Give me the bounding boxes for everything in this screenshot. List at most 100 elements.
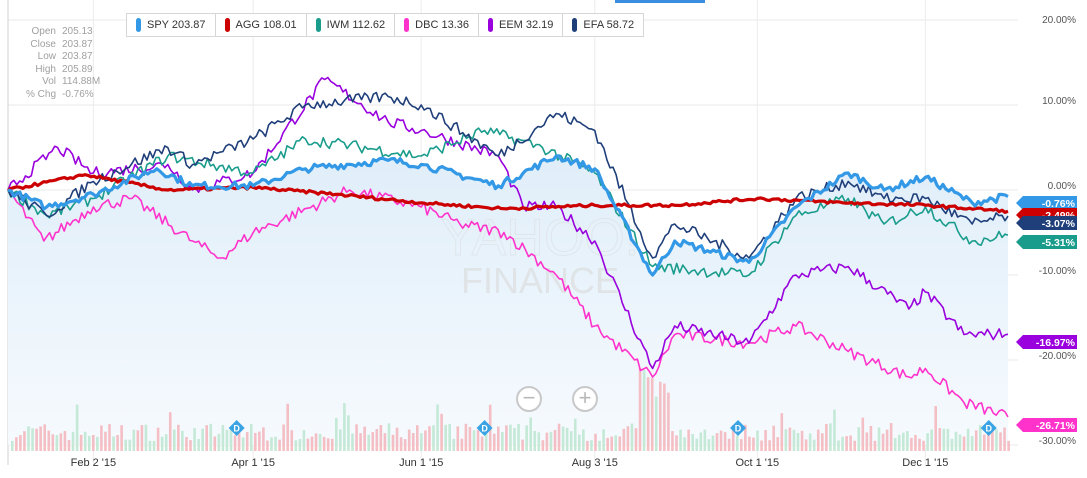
volume-bar	[509, 424, 512, 451]
volume-bar	[428, 426, 431, 451]
final-label-eem: -16.97%	[1016, 335, 1077, 349]
volume-bar	[83, 431, 87, 451]
volume-bar	[233, 435, 237, 451]
volume-bar	[565, 427, 569, 451]
ohlc-row: % Chg -0.76%	[14, 89, 100, 102]
volume-bar	[47, 430, 51, 451]
y-tick-label: 0.00%	[1048, 181, 1076, 192]
volume-bar	[39, 426, 42, 451]
volume-bar	[541, 440, 545, 451]
volume-bar	[11, 440, 14, 451]
ohlc-label: Close	[30, 38, 56, 50]
y-tick-label: -20.00%	[1039, 351, 1076, 362]
dividend-marker[interactable]: D	[476, 420, 493, 436]
volume-bar	[634, 428, 638, 451]
volume-bar	[679, 429, 682, 451]
volume-bar	[201, 428, 204, 451]
series-line-iwm	[7, 127, 1009, 278]
volume-bar	[906, 431, 909, 451]
volume-bar	[359, 433, 362, 451]
volume-bar	[983, 434, 986, 451]
volume-bar	[926, 433, 929, 451]
volume-bar	[760, 440, 763, 451]
volume-bar	[318, 433, 322, 451]
ohlc-row: High 205.89	[14, 64, 100, 77]
volume-bar	[217, 433, 221, 451]
legend-item[interactable]: EEM 32.19	[477, 13, 564, 37]
volume-bar	[529, 417, 532, 451]
volume-bar	[241, 437, 245, 451]
volume-bar	[432, 425, 435, 451]
volume-bar	[687, 429, 690, 451]
volume-bar	[298, 439, 302, 451]
volume-bar	[586, 440, 589, 451]
volume-bar	[92, 435, 95, 451]
volume-bar	[553, 429, 557, 451]
volume-bar	[136, 430, 140, 451]
legend-text: EFA 58.72	[583, 19, 635, 31]
volume-bar	[164, 434, 168, 451]
active-tab-indicator	[615, 0, 705, 3]
volume-bar	[881, 433, 885, 451]
legend-item[interactable]: AGG 108.01	[214, 13, 307, 37]
volume-bar	[642, 370, 646, 451]
volume-bar	[545, 432, 549, 451]
volume-bar	[857, 427, 861, 451]
volume-bar	[258, 431, 261, 451]
zoom-out-button[interactable]: −	[516, 386, 542, 412]
volume-bar	[938, 428, 942, 451]
final-label-text: -3.07%	[1042, 218, 1076, 230]
volume-bar	[379, 425, 383, 451]
legend-item[interactable]: EFA 58.72	[562, 13, 645, 37]
legend-swatch	[572, 18, 578, 32]
volume-bar	[420, 433, 423, 451]
volume-bar	[958, 434, 962, 451]
x-tick-label: Apr 1 '15	[231, 457, 275, 469]
volume-bar	[31, 428, 34, 451]
volume-bar	[659, 381, 662, 451]
legend-item[interactable]: DBC 13.36	[394, 13, 479, 37]
legend-item[interactable]: SPY 203.87	[126, 13, 216, 37]
dividend-marker[interactable]: D	[228, 420, 245, 436]
dividend-marker[interactable]: D	[730, 420, 747, 436]
volume-bar	[626, 426, 630, 451]
volume-bar	[622, 428, 626, 451]
volume-bar	[962, 436, 966, 451]
volume-bar	[290, 430, 294, 451]
legend-item[interactable]: IWM 112.62	[305, 13, 396, 37]
volume-bar	[549, 431, 553, 451]
volume-bar	[715, 433, 719, 451]
legend-swatch	[487, 18, 493, 32]
volume-bar	[764, 429, 767, 451]
volume-bar	[573, 418, 577, 451]
dividend-marker[interactable]: D	[980, 420, 997, 436]
series-legend: SPY 203.87 AGG 108.01 IWM 112.62 DBC 13.36 E…	[126, 13, 645, 37]
volume-bar	[249, 423, 253, 451]
volume-bar	[974, 430, 978, 451]
volume-bar	[780, 413, 784, 451]
dividend-diamond	[228, 420, 245, 436]
ohlc-value: 203.87	[62, 38, 93, 50]
volume-bar	[112, 436, 115, 451]
volume-bar	[533, 430, 537, 451]
volume-bar	[893, 438, 897, 451]
volume-bar	[43, 424, 46, 451]
volume-bar	[254, 432, 257, 451]
yahoo-finance-watermark: YAHOO! FINANCE	[440, 209, 639, 302]
ohlc-value: 205.89	[62, 63, 93, 75]
volume-bar	[347, 415, 350, 451]
volume-bar	[100, 425, 103, 451]
volume-bar	[873, 440, 877, 451]
volume-bar	[363, 426, 366, 451]
volume-bar	[792, 429, 796, 451]
volume-bar	[375, 429, 379, 451]
volume-bar	[727, 438, 731, 451]
ohlc-value: -0.76%	[62, 88, 94, 100]
volume-bar	[561, 426, 565, 451]
price-series	[7, 76, 1009, 418]
volume-bar	[181, 430, 184, 451]
zoom-in-button[interactable]: +	[572, 386, 598, 412]
ohlc-row: Open 205.13	[14, 26, 100, 39]
volume-bar	[484, 429, 488, 451]
